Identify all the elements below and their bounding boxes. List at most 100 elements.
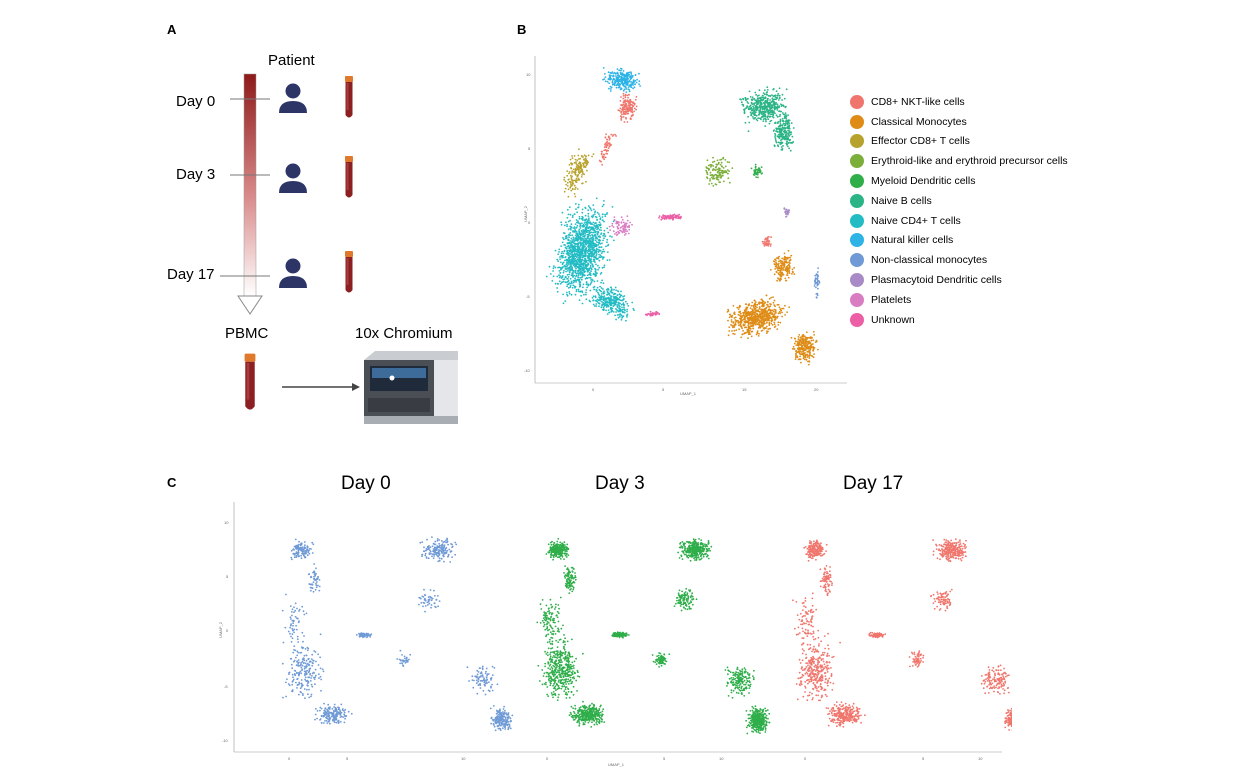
- umap-point: [298, 610, 300, 612]
- umap-point: [760, 118, 762, 121]
- umap-point: [753, 306, 755, 309]
- umap-point: [558, 251, 560, 253]
- umap-point: [621, 113, 623, 116]
- umap-point: [620, 303, 623, 306]
- umap-point: [563, 190, 566, 193]
- umap-point: [770, 317, 773, 320]
- umap-point: [765, 314, 768, 317]
- umap-point: [573, 155, 576, 157]
- umap-point: [611, 206, 614, 208]
- umap-point: [316, 578, 319, 580]
- umap-point: [295, 551, 298, 554]
- umap-point: [580, 260, 583, 263]
- umap-point: [626, 100, 629, 103]
- umap-point: [737, 321, 740, 323]
- umap-point: [586, 223, 589, 226]
- umap-point: [582, 273, 585, 275]
- legend-item: Classical Monocytes: [850, 112, 1068, 132]
- umap-point: [771, 324, 774, 326]
- umap-point: [716, 174, 719, 177]
- umap-point: [630, 84, 633, 87]
- umap-point: [758, 110, 761, 112]
- umap-point: [757, 316, 760, 319]
- umap-point: [720, 161, 723, 164]
- umap-point: [751, 314, 753, 316]
- umap-point: [610, 295, 613, 298]
- umap-point: [585, 283, 588, 286]
- umap-point: [552, 267, 555, 270]
- umap-point: [708, 168, 711, 171]
- umap-point: [747, 330, 750, 332]
- umap-point: [626, 121, 629, 123]
- umap-point: [603, 295, 606, 297]
- umap-point: [563, 224, 566, 227]
- umap-point: [572, 257, 575, 259]
- umap-point: [733, 329, 736, 332]
- umap-point: [567, 244, 570, 247]
- umap-point: [609, 76, 612, 79]
- umap-point: [706, 173, 709, 176]
- umap-point: [603, 146, 606, 149]
- umap-point: [593, 242, 596, 245]
- legend-swatch: [850, 233, 864, 248]
- umap-point: [751, 108, 753, 110]
- umap-point: [308, 548, 311, 550]
- umap-point: [782, 264, 785, 266]
- umap-point: [579, 283, 581, 286]
- umap-point: [609, 90, 612, 92]
- umap-point: [578, 285, 581, 288]
- umap-point: [628, 105, 630, 107]
- umap-point: [783, 257, 786, 259]
- umap-point: [575, 238, 578, 241]
- umap-point: [569, 174, 572, 177]
- umap-point: [810, 354, 813, 357]
- umap-point: [784, 269, 787, 272]
- umap-point: [781, 124, 784, 127]
- umap-point: [603, 237, 605, 240]
- umap-point: [606, 212, 608, 214]
- umap-point: [763, 245, 766, 247]
- umap-point: [727, 177, 730, 180]
- umap-point: [762, 314, 764, 317]
- umap-point: [809, 351, 811, 354]
- umap-point: [295, 681, 297, 684]
- umap-point: [581, 208, 584, 211]
- legend-swatch: [850, 312, 864, 327]
- umap-point: [808, 357, 811, 359]
- umap-point: [616, 68, 619, 70]
- umap-point: [592, 272, 595, 275]
- umap-point: [612, 226, 615, 228]
- umap-point: [578, 253, 581, 256]
- umap-point: [310, 683, 313, 686]
- umap-point: [779, 271, 781, 274]
- umap-point: [634, 79, 637, 82]
- umap-point: [608, 292, 611, 295]
- umap-point: [758, 301, 761, 304]
- umap-point: [727, 319, 729, 322]
- umap-point: [623, 121, 626, 123]
- umap-point: [295, 656, 297, 659]
- umap-point: [585, 239, 588, 242]
- umap-point: [712, 156, 714, 159]
- umap-point: [598, 239, 601, 241]
- umap-point: [588, 259, 591, 262]
- legend-swatch: [850, 94, 864, 109]
- pbmc-label: PBMC: [225, 325, 269, 342]
- umap-point: [768, 239, 770, 242]
- umap-point: [742, 105, 745, 107]
- umap-point: [614, 296, 616, 298]
- umap-point: [556, 287, 558, 289]
- umap-point: [564, 256, 567, 258]
- umap-point: [769, 303, 771, 305]
- umap-point: [615, 231, 618, 234]
- umap-point: [798, 348, 800, 351]
- umap-point: [569, 250, 572, 253]
- umap-point: [303, 670, 306, 673]
- umap-point: [768, 106, 771, 109]
- umap-point: [758, 323, 761, 326]
- umap-point: [734, 319, 737, 321]
- umap-point: [672, 218, 674, 221]
- umap-point: [787, 276, 790, 279]
- umap-point: [580, 198, 583, 201]
- umap-point: [295, 628, 298, 631]
